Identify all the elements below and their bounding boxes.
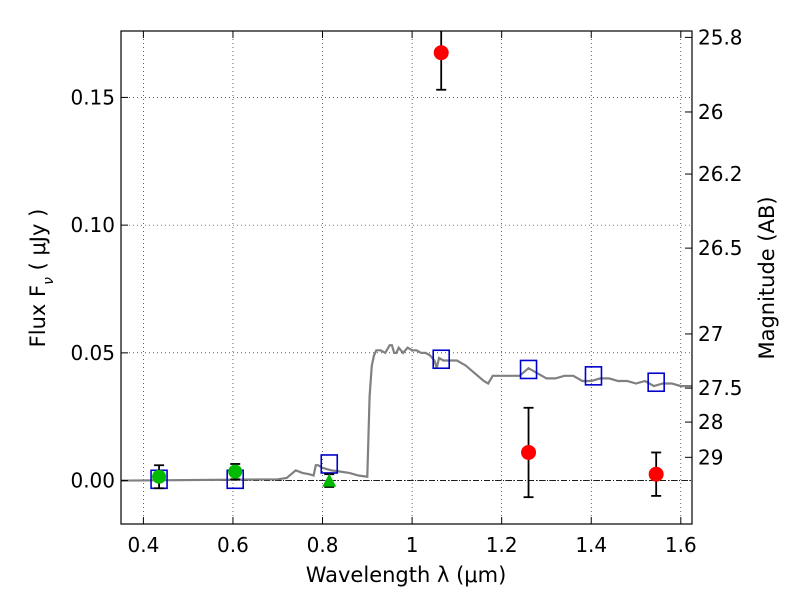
observed-red-point [521, 444, 537, 460]
observed-red-point [648, 466, 664, 482]
mag-tick-label: 27 [698, 322, 723, 346]
mag-tick-label: 27.5 [698, 376, 743, 400]
mag-tick-label: 29 [698, 445, 723, 469]
model-photometry-square [320, 454, 339, 474]
x-tick-label: 1.4 [575, 533, 607, 557]
x-tick-label: 1 [406, 533, 419, 557]
observed-upper-limit-triangle [322, 473, 337, 487]
y-axis-label-sub: ν [41, 277, 57, 285]
x-tick-label: 0.4 [127, 533, 159, 557]
model-sed-line [121, 344, 692, 482]
y-tick-label: 0.00 [70, 469, 115, 493]
y-axis-label-main: Flux F [26, 285, 50, 347]
y-tick-label: 0.15 [70, 85, 115, 109]
model-photometry-square [519, 359, 538, 380]
x-tick-label: 1.2 [486, 533, 518, 557]
mag-tick-label: 28 [698, 410, 723, 434]
model-photometry-square [647, 372, 665, 393]
mag-tick-label: 26 [698, 100, 723, 124]
observed-green-point [152, 469, 167, 484]
mag-tick-label: 26.2 [698, 162, 743, 186]
y-axis-label: Flux Fν ( μJy ) [26, 209, 57, 348]
x-tick-label: 0.8 [307, 533, 339, 557]
mag-tick-label: 25.8 [698, 25, 743, 49]
grid-lines [121, 31, 692, 524]
mag-tick-label: 26.5 [698, 236, 743, 260]
y-tick-label: 0.05 [70, 341, 115, 365]
axis-ticks: 0.4 0.6 0.8 1 1.2 1.4 1.6 0.00 0.05 0.10 0.15 25.8 2… [70, 25, 742, 557]
observed-green-point [228, 464, 243, 479]
model-photometry-square [584, 366, 603, 386]
x-axis-label: Wavelength λ (μm) [306, 563, 507, 587]
model-photometry-square [432, 349, 451, 370]
observed-red-point [433, 45, 449, 61]
y-axis-label-unit: ( μJy ) [26, 209, 50, 277]
x-tick-label: 0.6 [217, 533, 249, 557]
data-points [150, 31, 665, 499]
x-tick-label: 1.6 [665, 533, 697, 557]
plot-frame [120, 30, 693, 525]
y-tick-label: 0.10 [70, 213, 115, 237]
y2-axis-label: Magnitude (AB) [755, 196, 779, 359]
